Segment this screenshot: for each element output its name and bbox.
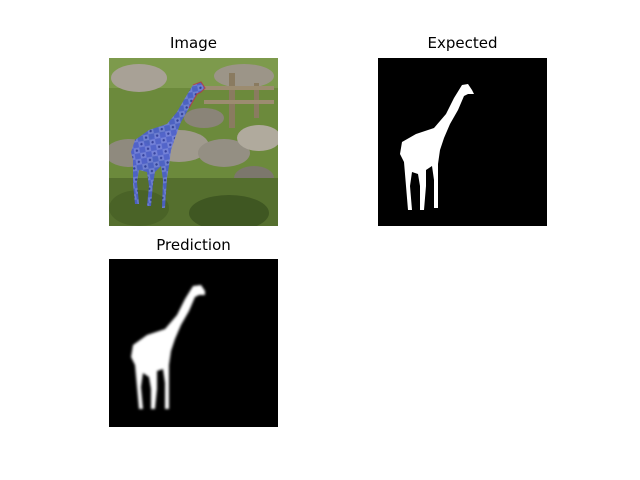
rock	[237, 125, 278, 151]
rock	[198, 139, 250, 167]
giraffe-silhouette	[400, 84, 474, 210]
rock	[184, 108, 224, 128]
image-panel	[109, 58, 278, 226]
image-panel-title: Image	[170, 34, 217, 52]
rock	[111, 64, 167, 92]
prediction-panel-title: Prediction	[156, 236, 231, 254]
fence-rail	[204, 100, 274, 104]
expected-panel-title: Expected	[427, 34, 498, 52]
prediction-panel	[109, 259, 278, 427]
expected-panel	[378, 58, 547, 226]
rock	[214, 64, 274, 88]
prediction-mask	[109, 259, 278, 427]
photo-with-overlay	[109, 58, 278, 226]
giraffe-overlay	[131, 82, 205, 208]
expected-mask	[378, 58, 547, 226]
giraffe-prediction	[131, 285, 205, 409]
fence-rail	[204, 86, 274, 90]
